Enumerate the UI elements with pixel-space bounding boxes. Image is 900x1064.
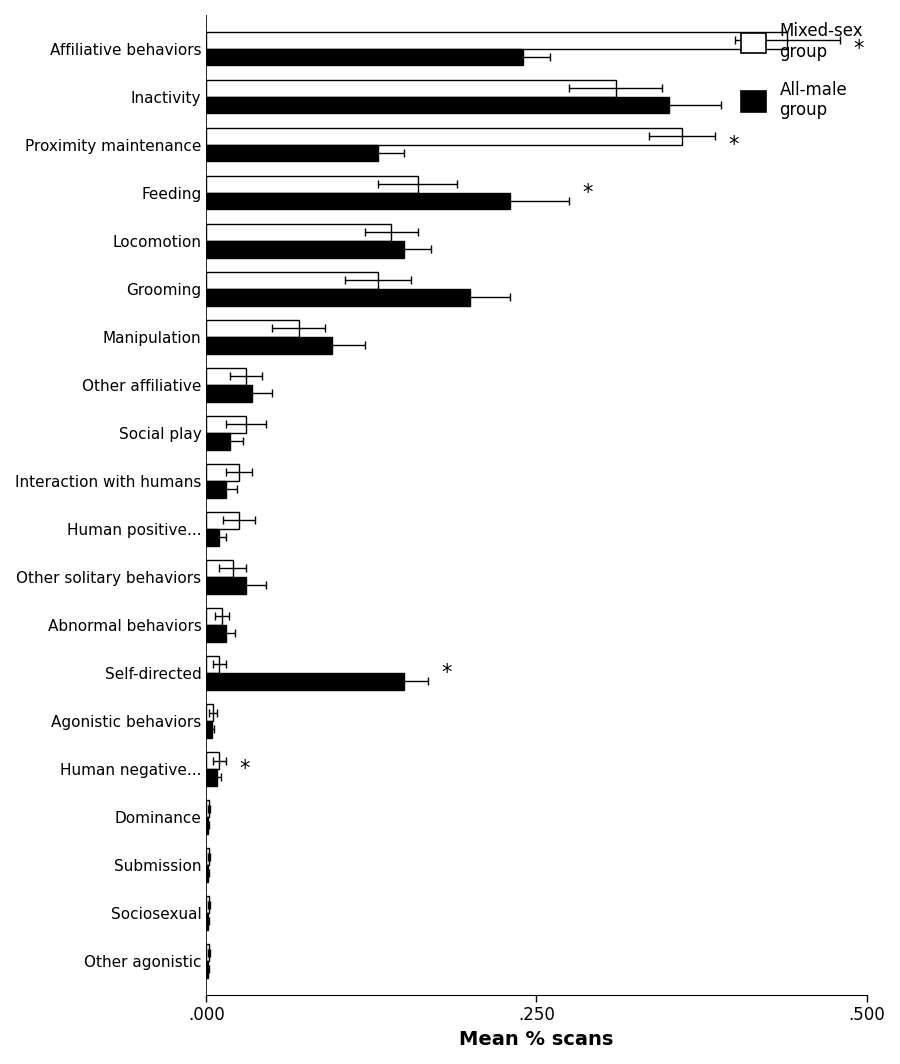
Bar [206,529,220,546]
Bar [206,481,226,498]
X-axis label: Mean % scans: Mean % scans [459,1030,614,1049]
Text: *: * [239,759,249,779]
Bar [206,625,226,642]
Bar [206,336,332,353]
Bar [206,128,681,145]
Bar [206,944,209,961]
Bar [206,512,239,529]
Bar [206,961,208,978]
Bar [206,193,510,210]
Bar [206,288,471,305]
Bar [206,800,209,817]
Bar [206,464,239,481]
Bar [206,416,246,433]
Bar [206,176,418,193]
Bar [206,560,233,577]
Bar [206,752,220,769]
Bar [206,721,211,737]
Bar [206,272,378,288]
Bar [206,433,230,450]
Bar [206,240,404,257]
Text: *: * [853,38,864,59]
Text: *: * [582,183,593,202]
Bar [206,97,669,114]
Bar [206,704,212,721]
Bar [206,608,222,625]
Bar [206,223,392,240]
Bar [206,865,208,882]
Bar [206,913,208,930]
Bar [206,848,209,865]
Bar [206,817,208,834]
Bar [206,368,246,385]
Legend: Mixed-sex
group, All-male
group: Mixed-sex group, All-male group [733,14,871,128]
Text: *: * [728,135,738,154]
Bar [206,769,217,785]
Bar [206,577,246,594]
Bar [206,32,788,49]
Bar [206,80,616,97]
Bar [206,385,253,401]
Text: *: * [441,663,452,683]
Bar [206,320,299,336]
Bar [206,145,378,162]
Bar [206,672,404,689]
Bar [206,656,220,672]
Bar [206,896,209,913]
Bar [206,49,523,65]
